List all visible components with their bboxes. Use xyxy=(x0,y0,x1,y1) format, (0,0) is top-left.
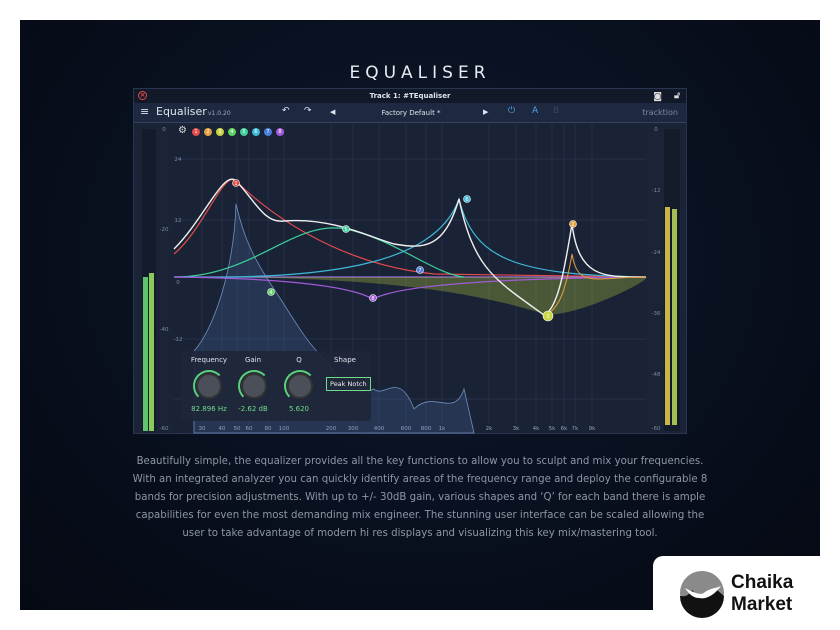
logo-text-line2: Market xyxy=(731,594,793,615)
band-node-1[interactable] xyxy=(232,179,240,187)
gain-tick-label: -48 xyxy=(652,372,661,378)
gain-tick-label: -60 xyxy=(652,426,661,432)
q-knob[interactable] xyxy=(287,373,313,399)
freq-tick-label: 100 xyxy=(279,426,290,432)
freq-tick-label: 5k xyxy=(549,426,556,432)
band-toggle-4[interactable]: 4 xyxy=(228,128,236,136)
gain-tick-label: -60 xyxy=(160,426,169,432)
band-node-label: 2 xyxy=(571,222,574,228)
freq-tick-label: 80 xyxy=(265,426,272,432)
menu-icon[interactable]: ≡ xyxy=(140,105,150,118)
band-toggle-2[interactable]: 2 xyxy=(204,128,212,136)
q-value: 5.620 xyxy=(288,405,310,413)
previous-preset-icon[interactable]: ◀ xyxy=(330,108,336,116)
band-node-5[interactable] xyxy=(342,225,350,233)
band-node-label: 3 xyxy=(546,314,549,320)
logo-text-line1: Chaika xyxy=(731,572,794,593)
gain-tick-label: -12 xyxy=(174,337,183,343)
band-toggle-7[interactable]: 7 xyxy=(264,128,272,136)
band-node-6[interactable] xyxy=(463,195,471,203)
ab-a-button[interactable]: A xyxy=(532,106,539,116)
freq-tick-label: 1k xyxy=(439,426,446,432)
gain-value: -2.62 dB xyxy=(238,405,268,413)
band-node-label: 1 xyxy=(234,181,237,187)
page-title: EQUALISER xyxy=(349,63,491,83)
gain-knob[interactable] xyxy=(241,373,267,399)
gain-tick-label: 0 xyxy=(176,280,180,286)
window-title: Track 1: #TEqualiser xyxy=(369,92,451,100)
lock-icon[interactable]: 🔓︎ xyxy=(674,91,680,101)
undo-icon[interactable]: ↶ xyxy=(282,106,290,116)
frequency-value: 82.896 Hz xyxy=(191,405,227,413)
freq-tick-label: 30 xyxy=(199,426,206,432)
gain-tick-label: -40 xyxy=(160,327,169,333)
shape-selector[interactable]: Peak Notch xyxy=(326,377,371,391)
band-toggle-1[interactable]: 1 xyxy=(192,128,200,136)
band-node-7[interactable] xyxy=(416,266,424,274)
band-node-label: 6 xyxy=(465,197,468,203)
camera-icon[interactable]: ◙ xyxy=(653,92,662,102)
freq-tick-label: 50 xyxy=(234,426,241,432)
chaika-market-logo: Chaika Market xyxy=(653,556,840,630)
toolbar: ≡ Equaliser v1.0.20 ↶ ↷ Factory Default … xyxy=(134,103,686,123)
close-icon[interactable]: × xyxy=(138,91,147,100)
band-node-4[interactable] xyxy=(267,288,275,296)
power-icon[interactable]: ⏻ xyxy=(508,106,516,116)
band-node-2[interactable] xyxy=(569,220,577,228)
band-toggle-3[interactable]: 3 xyxy=(216,128,224,136)
band-node-label: 8 xyxy=(371,296,374,302)
freq-tick-label: 400 xyxy=(374,426,385,432)
band-toggle-5[interactable]: 5 xyxy=(240,128,248,136)
freq-tick-label: 7k xyxy=(572,426,579,432)
preset-selector[interactable]: Factory Default * xyxy=(381,109,441,117)
band-settings-panel: Frequency Gain Q Shape 82.896 Hz -2.62 d… xyxy=(181,351,371,421)
freq-tick-label: 9k xyxy=(589,426,596,432)
equaliser-plugin-window: × Track 1: #TEqualiser ◙ 🔓︎ ≡ Equaliser … xyxy=(133,88,687,434)
freq-tick-label: 40 xyxy=(219,426,226,432)
freq-tick-label: 4k xyxy=(533,426,540,432)
gear-icon[interactable]: ⚙ xyxy=(178,125,187,136)
gain-tick-label: 12 xyxy=(175,218,182,224)
band-node-label: 4 xyxy=(269,290,272,296)
band-toggle-6[interactable]: 6 xyxy=(252,128,260,136)
gain-tick-label: 0 xyxy=(162,127,166,133)
seagull-logo-icon xyxy=(680,571,724,618)
freq-tick-label: 800 xyxy=(421,426,432,432)
band-node-label: 5 xyxy=(344,227,347,233)
tracktion-logo: tracktion xyxy=(642,108,678,117)
description: Beautifully simple, the equalizer provid… xyxy=(132,456,708,539)
freq-tick-label: 200 xyxy=(326,426,337,432)
band-toggle-8[interactable]: 8 xyxy=(276,128,284,136)
gain-tick-label: 24 xyxy=(175,157,182,163)
freq-tick-label: 300 xyxy=(348,426,359,432)
freq-tick-label: 3k xyxy=(513,426,520,432)
gain-tick-label: 0 xyxy=(654,127,658,133)
frequency-knob[interactable] xyxy=(196,373,222,399)
band-node-label: 7 xyxy=(418,268,421,274)
q-label: Q xyxy=(296,356,302,364)
next-preset-icon[interactable]: ▶ xyxy=(483,108,489,116)
plugin-name: Equaliser xyxy=(156,105,207,118)
ab-b-button[interactable]: B xyxy=(553,106,560,116)
freq-tick-label: 2k xyxy=(486,426,493,432)
freq-tick-label: 60 xyxy=(246,426,253,432)
gain-tick-label: -12 xyxy=(652,188,661,194)
freq-tick-label: 600 xyxy=(401,426,412,432)
window-titlebar: × Track 1: #TEqualiser ◙ 🔓︎ xyxy=(134,89,686,103)
band-node-3[interactable] xyxy=(542,310,554,322)
gain-tick-label: -24 xyxy=(652,250,661,256)
band-node-8[interactable] xyxy=(369,294,377,302)
frequency-label: Frequency xyxy=(190,356,228,364)
freq-tick-label: 6k xyxy=(561,426,568,432)
redo-icon[interactable]: ↷ xyxy=(304,106,312,116)
gain-tick-label: -20 xyxy=(160,227,169,233)
plugin-version: v1.0.20 xyxy=(208,110,231,117)
gain-tick-label: -36 xyxy=(652,311,661,317)
shape-label: Shape xyxy=(334,356,356,364)
gain-label: Gain xyxy=(244,356,262,364)
